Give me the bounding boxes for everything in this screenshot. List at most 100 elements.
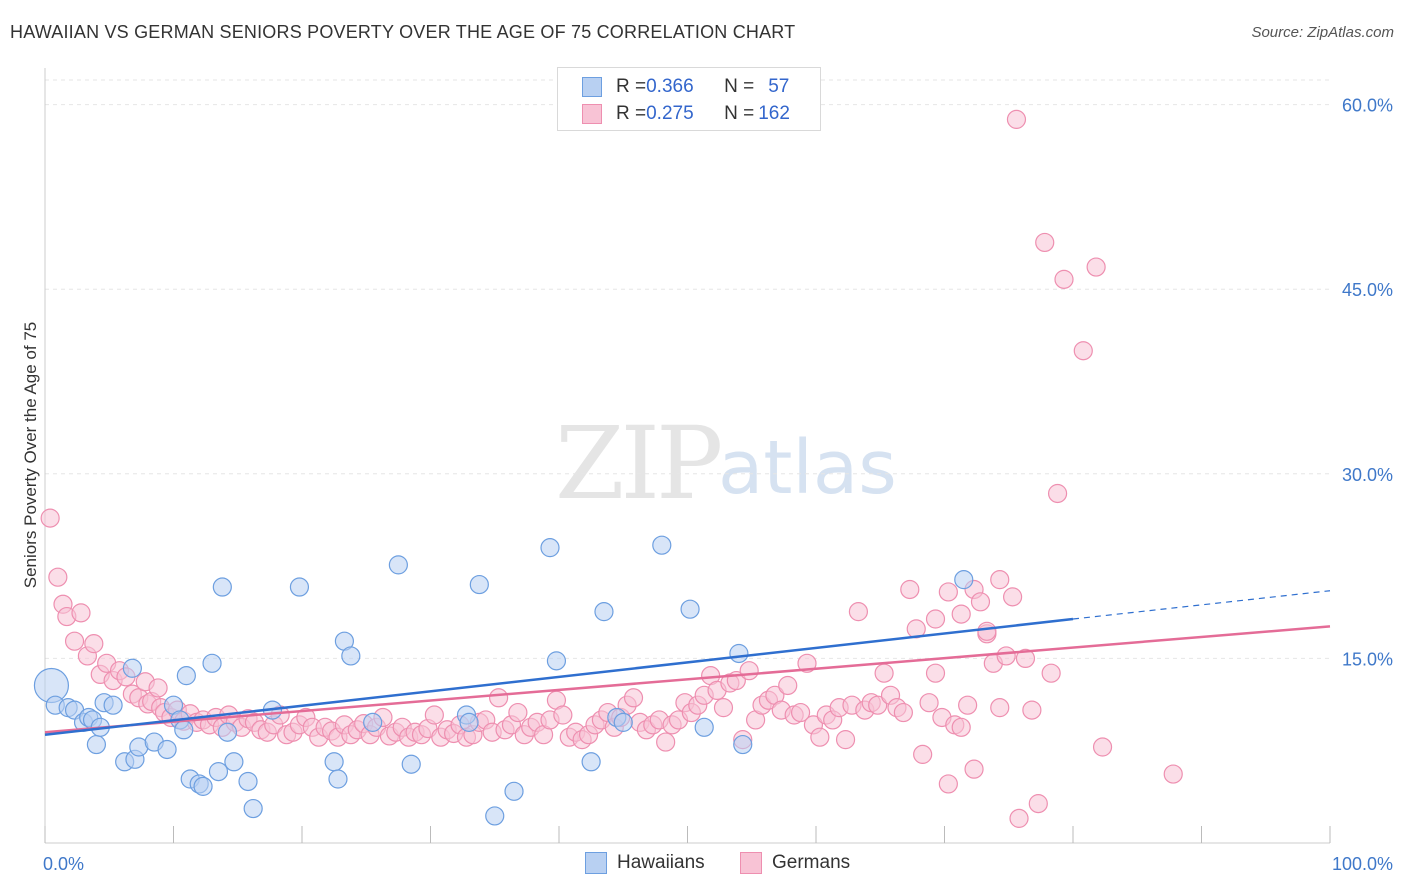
y-tick-label: 60.0% xyxy=(1342,96,1393,116)
hawaiian-point xyxy=(540,538,560,558)
german-point xyxy=(964,759,984,779)
german-point xyxy=(1086,257,1106,277)
watermark-zip: ZIP xyxy=(555,405,723,522)
german-point xyxy=(1073,341,1093,361)
german-point xyxy=(790,702,811,723)
hawaiian-point xyxy=(238,771,258,792)
hawaiian-point xyxy=(401,754,421,774)
hawaiian-point xyxy=(243,798,263,819)
hawaiians-trend-extension xyxy=(1072,590,1331,620)
german-point xyxy=(919,693,939,713)
german-point xyxy=(1047,483,1068,504)
german-point xyxy=(913,744,933,764)
hawaiian-point xyxy=(122,658,142,678)
hawaiian-point xyxy=(581,752,601,772)
hawaiian-point xyxy=(341,646,361,666)
hawaiian-point xyxy=(174,720,194,740)
german-point xyxy=(958,695,978,715)
germans-trend-line xyxy=(44,625,1331,734)
german-point xyxy=(835,730,856,750)
legend-swatch-germans xyxy=(740,852,762,874)
hawaiian-point xyxy=(324,752,344,772)
german-point xyxy=(951,717,971,737)
hawaiian-point xyxy=(733,734,753,755)
german-point xyxy=(1163,764,1183,784)
grid-lines xyxy=(45,79,1330,659)
german-point xyxy=(900,579,920,600)
german-point xyxy=(1022,700,1042,720)
hawaiian-point xyxy=(289,577,310,597)
hawaiian-point xyxy=(193,776,213,796)
legend-item-germans[interactable]: Germans xyxy=(740,852,850,874)
legend-n-label: N = xyxy=(724,103,755,124)
german-point xyxy=(951,604,971,624)
y-tick-label: 15.0% xyxy=(1342,649,1393,669)
hawaiian-point xyxy=(202,653,222,673)
german-point xyxy=(656,732,676,752)
german-point xyxy=(553,705,573,725)
german-point xyxy=(990,698,1010,718)
hawaiian-point xyxy=(208,762,229,782)
hawaiian-point xyxy=(176,666,196,686)
hawaiian-point xyxy=(694,717,714,737)
tick-labels: 15.0% 30.0% 45.0% 60.0% 0.0% 100.0% xyxy=(43,96,1393,874)
german-point xyxy=(810,727,830,747)
axes xyxy=(44,68,1331,844)
german-point xyxy=(874,663,894,683)
german-point xyxy=(1092,737,1113,757)
legend-r-label: R = xyxy=(616,76,647,97)
legend-row-germans: R = 0.275 N = 162 xyxy=(582,102,790,126)
hawaiian-point xyxy=(224,752,244,772)
german-point xyxy=(1041,663,1061,683)
german-point xyxy=(713,698,734,718)
german-point xyxy=(1015,648,1036,669)
german-point xyxy=(1009,808,1029,828)
legend-item-hawaiians[interactable]: Hawaiians xyxy=(585,852,705,874)
german-point xyxy=(868,695,888,715)
watermark-atlas: atlas xyxy=(718,425,897,511)
hawaiian-point xyxy=(613,712,633,732)
hawaiian-point xyxy=(328,769,348,789)
y-tick-label: 30.0% xyxy=(1342,465,1393,485)
hawaiian-point xyxy=(594,602,614,622)
correlation-legend: R = 0.366 N = 57 R = 0.275 N = 162 xyxy=(557,67,821,131)
hawaiian-point xyxy=(504,781,524,801)
german-point xyxy=(71,603,91,623)
hawaiian-point xyxy=(86,734,107,755)
legend-n-value: 162 xyxy=(758,103,790,124)
hawaiian-point xyxy=(546,651,567,671)
german-point xyxy=(996,646,1016,666)
legend-swatch-hawaiians xyxy=(582,77,602,97)
german-point xyxy=(1006,109,1027,129)
german-point xyxy=(64,631,85,651)
german-point xyxy=(970,592,991,612)
hawaiian-point xyxy=(459,712,479,732)
hawaiians-trend-line xyxy=(44,617,1074,736)
german-point xyxy=(925,609,946,629)
legend-r-value: 0.366 xyxy=(646,76,694,97)
legend-label-hawaiians: Hawaiians xyxy=(617,852,705,873)
german-point xyxy=(623,688,644,708)
hawaiian-point xyxy=(363,712,383,732)
german-point xyxy=(508,702,528,723)
german-point xyxy=(1003,587,1023,607)
series-legend: Hawaiians Germans xyxy=(0,852,1406,878)
german-point xyxy=(1028,794,1048,814)
legend-r-label: R = xyxy=(616,103,647,124)
german-point xyxy=(990,570,1010,590)
legend-n-label: N = xyxy=(724,76,755,97)
hawaiian-point xyxy=(485,806,505,826)
german-point xyxy=(148,678,168,698)
chart-title: HAWAIIAN VS GERMAN SENIORS POVERTY OVER … xyxy=(10,22,796,42)
legend-n-value: 57 xyxy=(768,76,790,97)
legend-label-germans: Germans xyxy=(772,852,851,873)
german-point xyxy=(925,663,946,683)
hawaiian-point xyxy=(217,722,238,742)
german-point xyxy=(938,774,958,794)
legend-swatch-germans xyxy=(582,104,602,124)
x-tick-label-min: 0.0% xyxy=(43,854,84,874)
german-point xyxy=(938,582,958,602)
trend-lines xyxy=(44,590,1331,736)
legend-r-value: 0.275 xyxy=(646,103,694,124)
